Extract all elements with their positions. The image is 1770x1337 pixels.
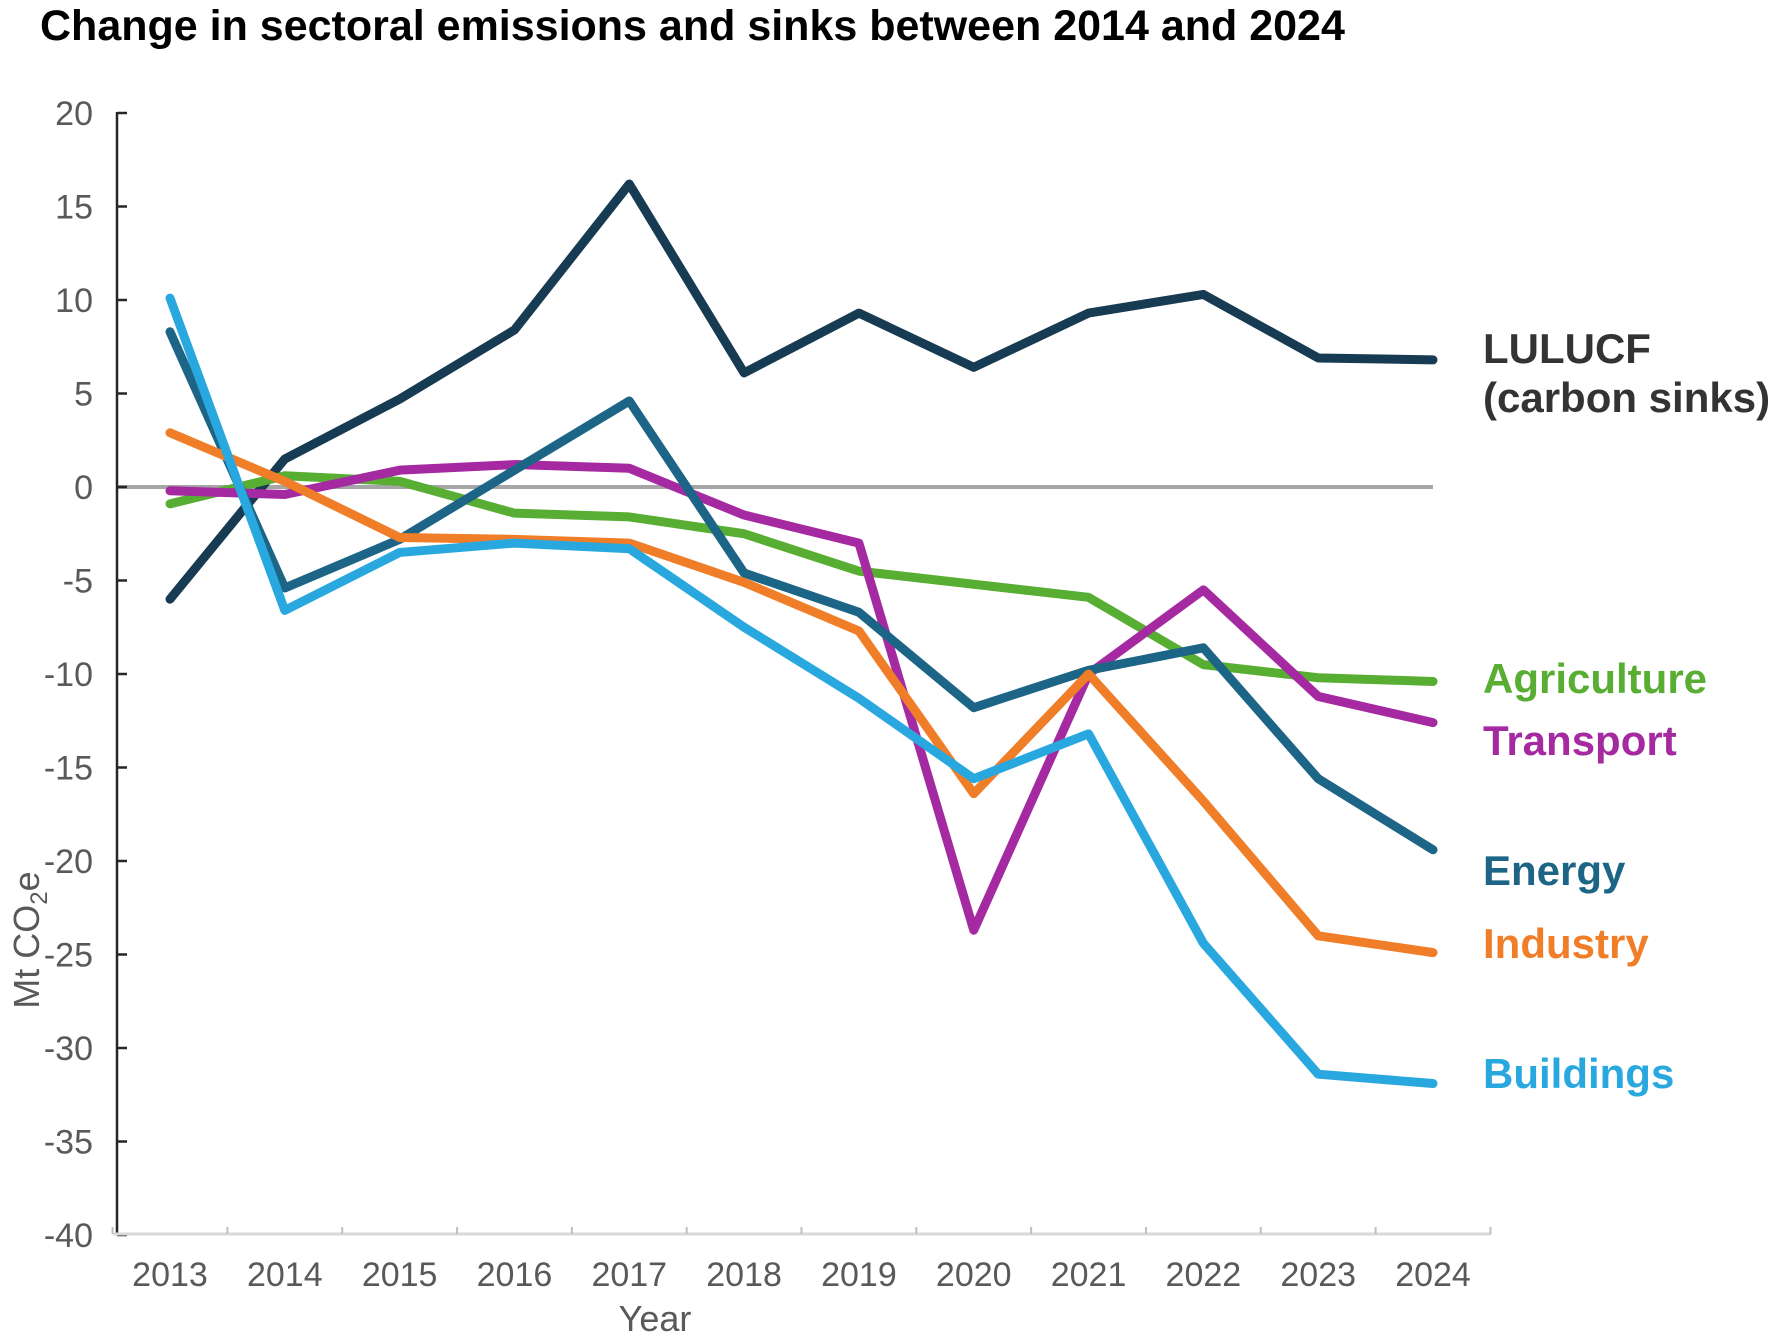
series-line-energy [165, 327, 1438, 855]
x-tick-label: 2024 [1395, 1256, 1471, 1294]
legend-label-transport: Transport [1483, 717, 1677, 764]
x-tick-label: 2016 [477, 1256, 553, 1294]
y-axis-title: Mt CO2e [6, 871, 54, 1008]
x-tick-label: 2023 [1280, 1256, 1356, 1294]
series-line-transport [165, 460, 1438, 935]
x-tick-label: 2020 [936, 1256, 1012, 1294]
y-tick-label: -20 [44, 843, 93, 881]
x-axis-title: Year [618, 1298, 692, 1337]
legend-label-buildings: Buildings [1483, 1050, 1675, 1097]
x-tick-label: 2018 [706, 1256, 782, 1294]
series-line-buildings [165, 293, 1438, 1089]
x-tick-label: 2017 [591, 1256, 667, 1294]
legend-label-energy: Energy [1483, 847, 1626, 894]
y-tick-label: -30 [44, 1030, 93, 1068]
x-tick-label: 2019 [821, 1256, 897, 1294]
series-line-industry [165, 428, 1438, 958]
legend-label-industry: Industry [1483, 920, 1649, 967]
y-tick-label: -5 [63, 563, 93, 601]
x-tick-label: 2021 [1051, 1256, 1127, 1294]
legend-label-lulucf-line2: (carbon sinks) [1483, 374, 1770, 421]
y-tick-label: 10 [55, 282, 93, 320]
x-tick-label: 2022 [1166, 1256, 1242, 1294]
y-tick-label: -15 [44, 750, 93, 788]
y-tick-label: 5 [74, 376, 93, 414]
y-axis-title-subscript: 2 [26, 891, 54, 905]
y-tick-label: -35 [44, 1124, 93, 1162]
x-tick-label: 2015 [362, 1256, 438, 1294]
y-axis-title-text: Mt CO [5, 904, 47, 1009]
y-tick-label: -25 [44, 937, 93, 975]
y-axis-title-suffix: e [5, 871, 47, 892]
y-tick-label: -10 [44, 656, 93, 694]
x-tick-label: 2013 [132, 1256, 208, 1294]
legend-label-agriculture: Agriculture [1483, 655, 1708, 702]
chart-title: Change in sectoral emissions and sinks b… [40, 2, 1345, 50]
y-tick-label: 0 [74, 469, 93, 507]
y-tick-label: 20 [55, 95, 93, 133]
legend-label-lulucf-line1: LULUCF [1483, 325, 1651, 372]
y-tick-label: 15 [55, 189, 93, 227]
series-line-agriculture [165, 471, 1438, 686]
x-tick-label: 2014 [247, 1256, 323, 1294]
y-tick-label: -40 [44, 1217, 93, 1255]
legend-label-lulucf: LULUCF (carbon sinks) [1483, 324, 1770, 422]
series-line-lulucf-carbon-sinks [165, 179, 1438, 604]
